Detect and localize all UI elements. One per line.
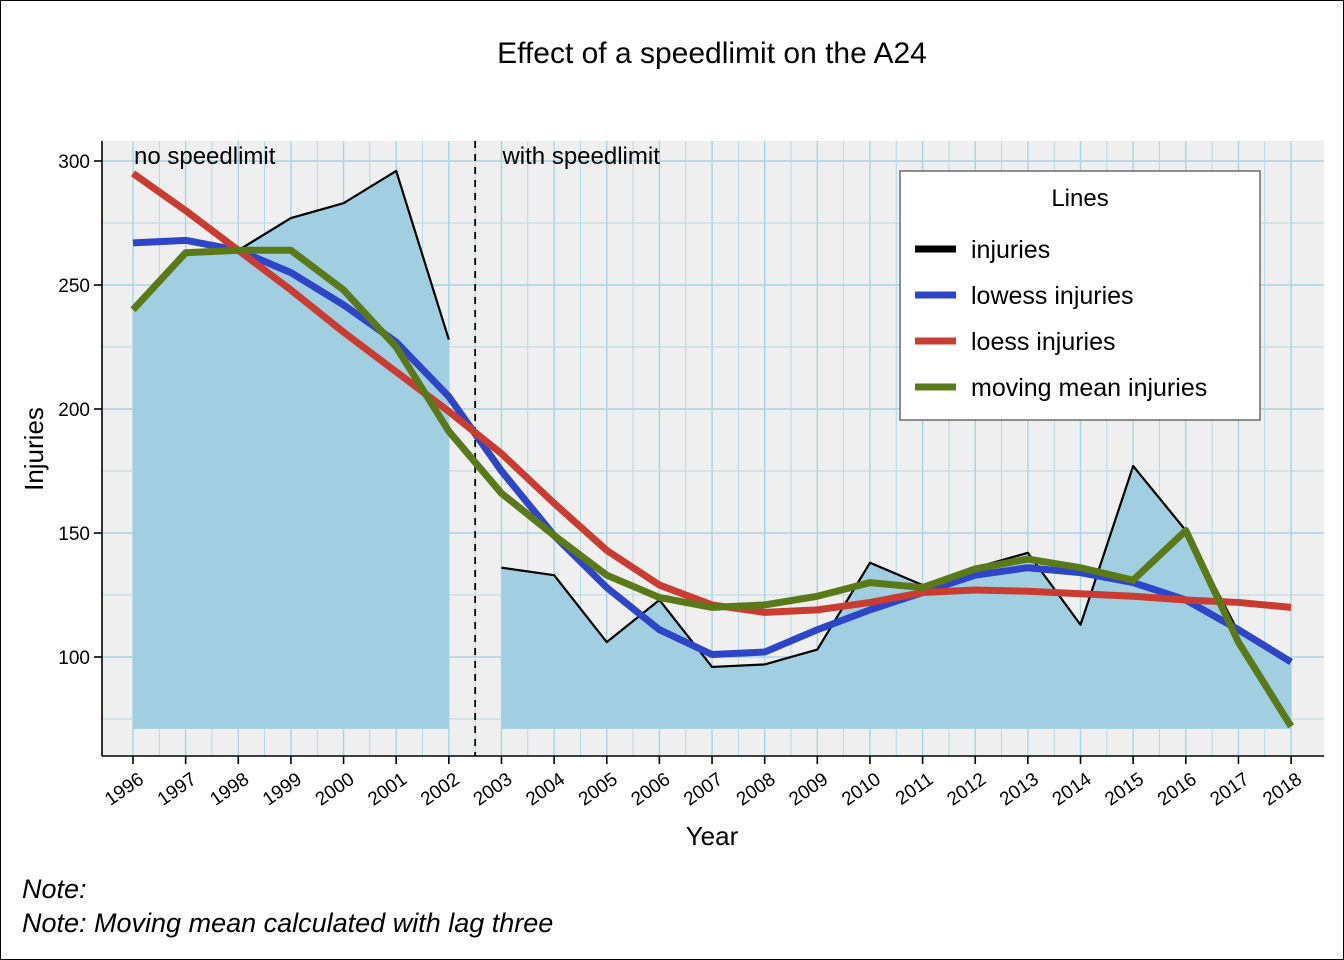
y-axis-label: Injuries — [19, 407, 49, 491]
x-tick-label: 2000 — [312, 769, 359, 810]
lowess-series-line — [132, 236, 1293, 665]
legend-label-loess: loess injuries — [971, 328, 1116, 356]
x-tick-label: 2001 — [364, 769, 411, 810]
legend-label-injuries: injuries — [971, 236, 1050, 264]
legend-label-moving: moving mean injuries — [971, 374, 1207, 402]
injuries-area-segment-1 — [133, 170, 449, 729]
x-axis-label: Year — [686, 821, 739, 851]
legend-box — [899, 170, 1261, 421]
x-tick-label: 2015 — [1101, 769, 1148, 810]
note-line-1: Note: — [22, 874, 87, 904]
x-tick-label: 2010 — [838, 769, 885, 810]
x-tick-label: 1996 — [101, 769, 148, 810]
x-tick-label: 2005 — [575, 769, 622, 810]
legend-label-lowess: lowess injuries — [971, 282, 1134, 310]
x-tick-label: 2018 — [1259, 769, 1306, 810]
x-tick-label: 2007 — [680, 769, 727, 810]
y-tick-label: 100 — [58, 648, 90, 669]
y-tick-label: 300 — [58, 152, 90, 173]
x-tick-label: 2013 — [996, 769, 1043, 810]
y-tick-label: 200 — [58, 400, 90, 421]
x-tick-label: 2006 — [628, 769, 675, 810]
x-tick-label: 2008 — [733, 769, 780, 810]
x-tick-label: 2004 — [522, 769, 569, 811]
x-tick-label: 2009 — [786, 769, 833, 810]
x-tick-label: 2011 — [892, 769, 938, 810]
x-tick-label: 2014 — [1049, 769, 1096, 811]
x-tick-label: 2017 — [1207, 769, 1254, 810]
x-tick-label: 1997 — [154, 769, 201, 810]
note-line-2: Note: Moving mean calculated with lag th… — [22, 908, 554, 938]
x-tick-label: 2002 — [417, 769, 464, 810]
annotation-1: no speedlimit — [134, 143, 276, 170]
x-tick-label: 1999 — [259, 769, 306, 810]
x-tick-label: 2016 — [1154, 769, 1201, 810]
moving-series-line — [130, 246, 1295, 729]
x-tick-label: 2003 — [470, 769, 517, 810]
injuries-line-segment-2 — [501, 464, 1292, 669]
x-tick-label: 1998 — [206, 769, 253, 810]
annotation-2: with speedlimit — [501, 143, 660, 170]
x-tick-label: 2012 — [943, 769, 990, 810]
chart-title: Effect of a speedlimit on the A24 — [497, 37, 927, 70]
y-tick-label: 250 — [58, 276, 90, 297]
y-tick-label: 150 — [58, 524, 90, 545]
legend-title: Lines — [1051, 185, 1108, 212]
